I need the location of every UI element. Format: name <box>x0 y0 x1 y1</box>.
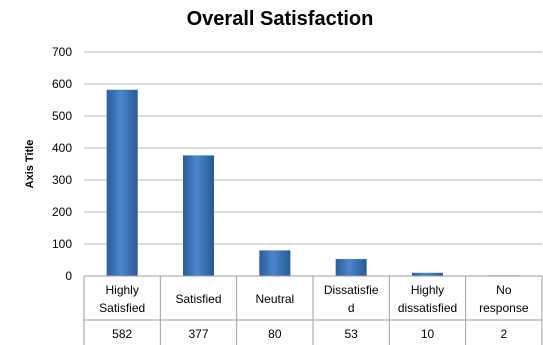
data-value-label: 2 <box>500 327 507 341</box>
bar <box>412 272 443 276</box>
category-label: Highly <box>411 283 444 297</box>
bar <box>335 259 367 276</box>
gridlines <box>84 51 542 277</box>
data-value-label: 80 <box>268 327 282 341</box>
category-label: Satisfied <box>175 292 221 306</box>
bar <box>183 155 214 276</box>
bars <box>106 89 520 277</box>
y-tick-label: 600 <box>52 77 72 91</box>
category-label: response <box>479 301 529 315</box>
category-label: Neutral <box>255 292 294 306</box>
category-label: Dissatisfie <box>324 283 379 297</box>
y-tick-label: 400 <box>52 141 72 155</box>
y-tick-label: 100 <box>52 237 72 251</box>
category-label: Highly <box>105 283 138 297</box>
data-table: Highly Satisfied 582 Satisfied 377 Neutral 80 D… <box>83 275 543 345</box>
y-axis-title: Axis Title <box>24 140 36 189</box>
category-label: d <box>348 301 355 315</box>
data-value-label: 582 <box>112 327 132 341</box>
bar <box>106 89 138 276</box>
data-value-label: 377 <box>188 327 208 341</box>
chart-title: Overall Satisfaction <box>187 8 374 30</box>
category-label: No <box>496 283 512 297</box>
y-tick-label: 300 <box>52 173 72 187</box>
y-tick-label: 500 <box>52 109 72 123</box>
category-label: Satisfied <box>99 301 145 315</box>
bar <box>259 250 291 276</box>
y-tick-label: 0 <box>65 269 72 283</box>
data-value-label: 53 <box>344 327 358 341</box>
data-value-label: 10 <box>421 327 435 341</box>
y-tick-label: 200 <box>52 205 72 219</box>
category-label: dissatisfied <box>398 301 457 315</box>
y-axis-ticks: 0 100 200 300 400 500 600 700 <box>52 45 72 283</box>
y-tick-label: 700 <box>52 45 72 59</box>
